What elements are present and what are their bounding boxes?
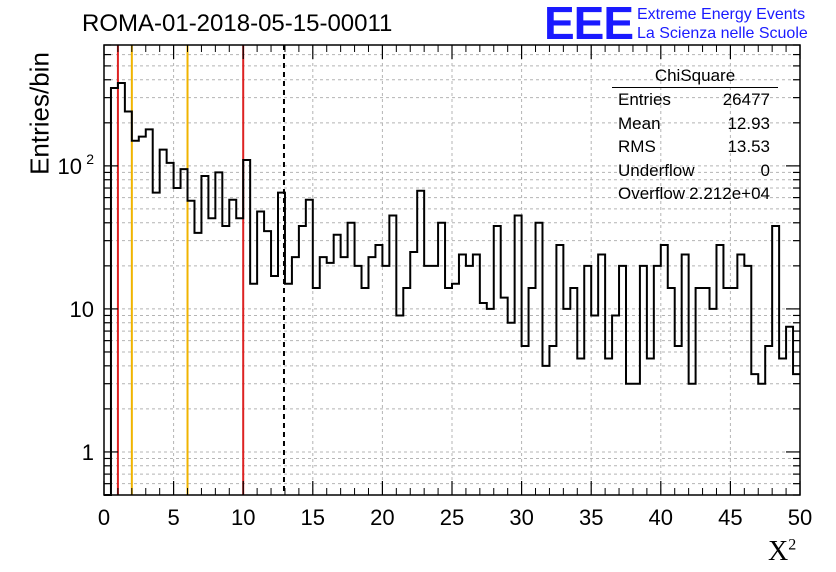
y-tick-label: 10: [70, 297, 94, 322]
eee-logo: EEE: [544, 0, 634, 49]
x-tick-label: 15: [301, 505, 325, 530]
stats-key: Mean: [618, 113, 661, 133]
x-axis-label-superscript: 2: [788, 536, 797, 554]
x-tick-label: 35: [579, 505, 603, 530]
x-tick-label: 30: [509, 505, 533, 530]
stats-row-entries: Entries 26477: [612, 88, 778, 112]
histogram-step-line: [104, 81, 800, 496]
stats-box: ChiSquare Entries 26477 Mean 12.93 RMS 1…: [612, 66, 778, 206]
x-tick-label: 40: [649, 505, 673, 530]
x-axis-label-text: X: [768, 536, 789, 567]
x-tick-label: 10: [231, 505, 255, 530]
x-axis-label: X2: [768, 536, 796, 568]
stats-value: 26477: [722, 90, 770, 109]
y-tick-label: 1: [82, 440, 94, 465]
stats-row-underflow: Underflow 0: [612, 159, 778, 183]
y-axis-label: Entries/bin: [24, 52, 55, 175]
chart-title: ROMA-01-2018-05-15-00011: [82, 10, 393, 37]
logo-line-2: La Scienza nelle Scuole: [637, 25, 808, 42]
stats-value: 0: [760, 160, 770, 180]
stats-key: RMS: [618, 137, 656, 156]
stats-value: 12.93: [727, 113, 770, 133]
x-tick-label: 50: [788, 505, 812, 530]
axis-ticks: [103, 44, 801, 496]
vertical-marker-lines: [116, 45, 285, 495]
stats-row-overflow: Overflow 2.212e+04: [612, 182, 778, 206]
y-tick-label: 10: [58, 154, 82, 179]
y-tick-label-exponent: 2: [86, 151, 94, 167]
stats-key: Overflow: [618, 184, 686, 203]
x-tick-label: 25: [440, 505, 464, 530]
stats-value: 2.212e+04: [689, 184, 770, 203]
stats-box-title: ChiSquare: [612, 66, 778, 88]
x-tick-label: 20: [370, 505, 394, 530]
stats-key: Entries: [618, 90, 671, 109]
x-tick-label: 45: [718, 505, 742, 530]
stats-key: Underflow: [618, 160, 695, 180]
stats-row-rms: RMS 13.53: [612, 135, 778, 159]
x-tick-label: 5: [167, 505, 179, 530]
x-tick-label: 0: [98, 505, 110, 530]
stats-value: 13.53: [727, 137, 770, 156]
stats-row-mean: Mean 12.93: [612, 112, 778, 136]
logo-line-1: Extreme Energy Events: [637, 6, 806, 23]
